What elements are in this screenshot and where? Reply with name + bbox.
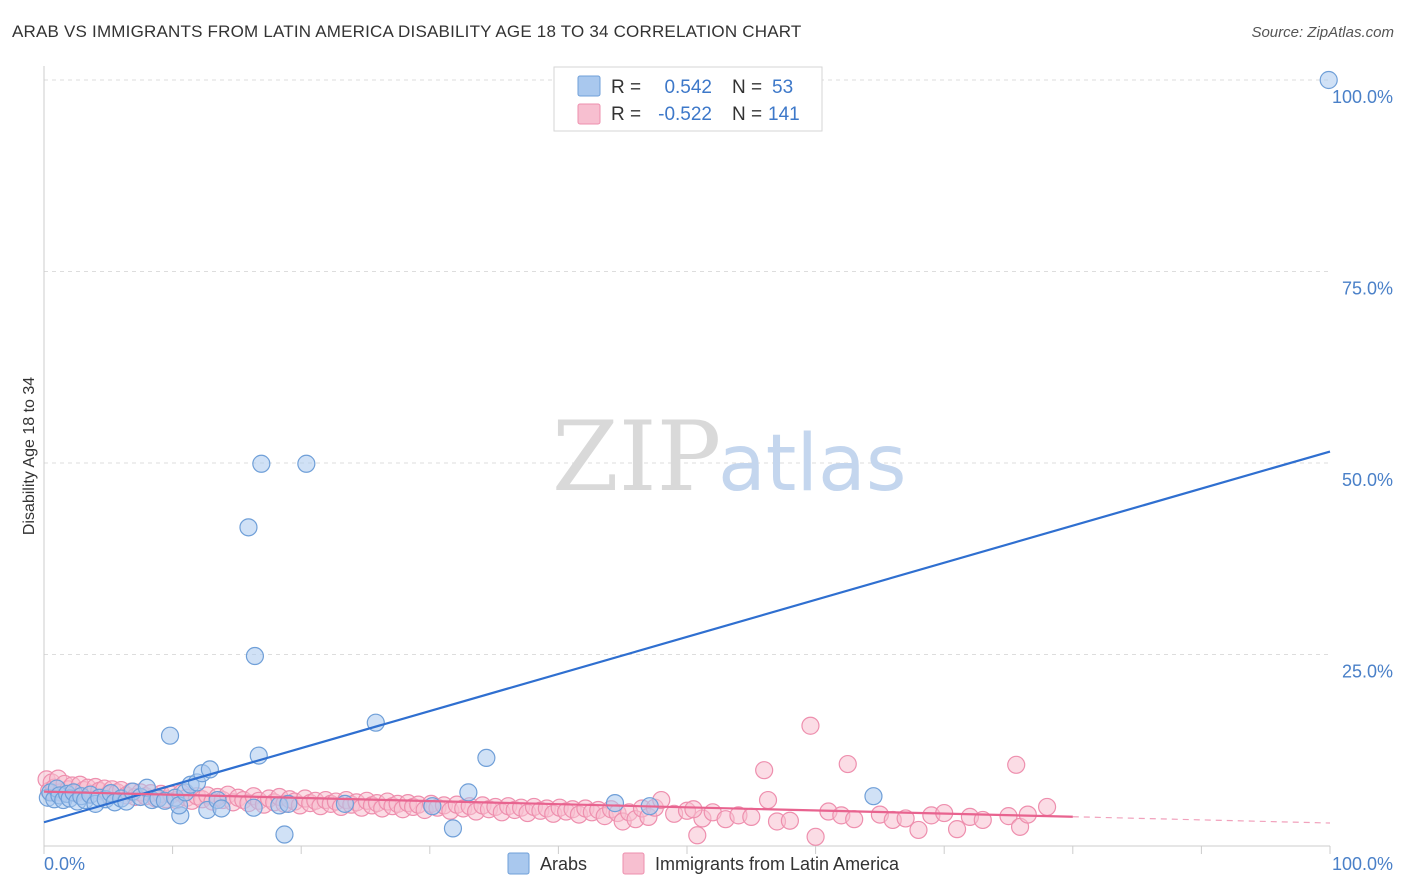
legend-swatch-latin	[577, 103, 601, 125]
legend-n-label-arabs: N =	[732, 77, 762, 98]
data-point	[297, 454, 316, 473]
arabs-trend-line	[43, 450, 1331, 824]
watermark: ZIP atlas	[552, 401, 907, 513]
data-point	[212, 799, 231, 818]
data-point	[688, 826, 707, 845]
y-tick-label: 50.0%	[1342, 470, 1393, 490]
data-point	[896, 809, 915, 828]
legend-n-value-latin: 141	[768, 104, 800, 125]
bottom-legend-swatch-latin	[622, 852, 645, 875]
stats-legend: R = 0.542 N = 53 R = -0.522 N = 141	[553, 66, 823, 132]
bottom-legend-label-latin: Immigrants from Latin America	[655, 854, 900, 874]
data-point	[801, 716, 820, 735]
data-point	[845, 810, 864, 829]
data-point	[684, 800, 703, 819]
legend-r-value-latin: -0.522	[658, 104, 712, 125]
data-point	[758, 790, 778, 810]
y-tick-label: 75.0%	[1342, 279, 1393, 299]
y-axis-title: Disability Age 18 to 34	[21, 377, 38, 535]
data-point	[838, 754, 857, 774]
bottom-legend-label-arabs: Arabs	[540, 854, 587, 874]
legend-n-value-arabs: 53	[772, 77, 793, 98]
watermark-zip: ZIP	[552, 401, 721, 513]
legend-r-label-latin: R =	[611, 104, 641, 125]
x-tick-labels: 0.0% 100.0%	[44, 854, 1393, 874]
data-point	[279, 794, 298, 813]
data-point	[459, 783, 478, 802]
data-point	[252, 454, 271, 473]
trend-lines	[43, 450, 1331, 824]
grid-lines	[44, 79, 1330, 655]
data-point	[1319, 70, 1338, 90]
bottom-legend-swatch-arabs	[507, 852, 530, 875]
legend-swatch-arabs	[577, 75, 601, 97]
data-point	[477, 748, 496, 768]
y-tick-label: 100.0%	[1332, 87, 1393, 107]
legend-n-label-latin: N =	[732, 104, 762, 125]
series-arabs-points	[38, 70, 1338, 844]
data-point	[755, 761, 774, 780]
data-point	[275, 825, 294, 844]
x-tick-label: 100.0%	[1332, 854, 1393, 874]
y-tick-label: 25.0%	[1342, 662, 1393, 682]
data-point	[909, 820, 928, 840]
x-tick-label: 0.0%	[44, 854, 85, 874]
data-point	[443, 819, 463, 838]
legend-r-label-arabs: R =	[611, 77, 641, 98]
data-point	[244, 798, 263, 817]
latin-trend-line-extension	[1072, 816, 1331, 824]
data-point	[245, 646, 265, 666]
data-point	[239, 518, 258, 537]
x-ticks	[43, 846, 1331, 854]
chart-title: ARAB VS IMMIGRANTS FROM LATIN AMERICA DI…	[12, 22, 802, 41]
data-point	[806, 827, 825, 846]
source-credit: Source: ZipAtlas.com	[1251, 24, 1394, 41]
data-point	[864, 787, 883, 806]
data-point	[1007, 755, 1026, 774]
data-point	[160, 726, 180, 745]
y-tick-labels: 25.0% 50.0% 75.0% 100.0%	[1332, 87, 1393, 682]
latin-trend-line	[43, 790, 1073, 818]
data-point	[947, 820, 967, 839]
series-legend: Arabs Immigrants from Latin America	[507, 852, 900, 875]
data-point	[1037, 797, 1057, 817]
data-point	[605, 794, 625, 813]
data-point	[780, 811, 799, 830]
watermark-atlas: atlas	[718, 419, 907, 509]
data-point	[742, 807, 761, 826]
legend-r-value-arabs: 0.542	[664, 77, 712, 98]
